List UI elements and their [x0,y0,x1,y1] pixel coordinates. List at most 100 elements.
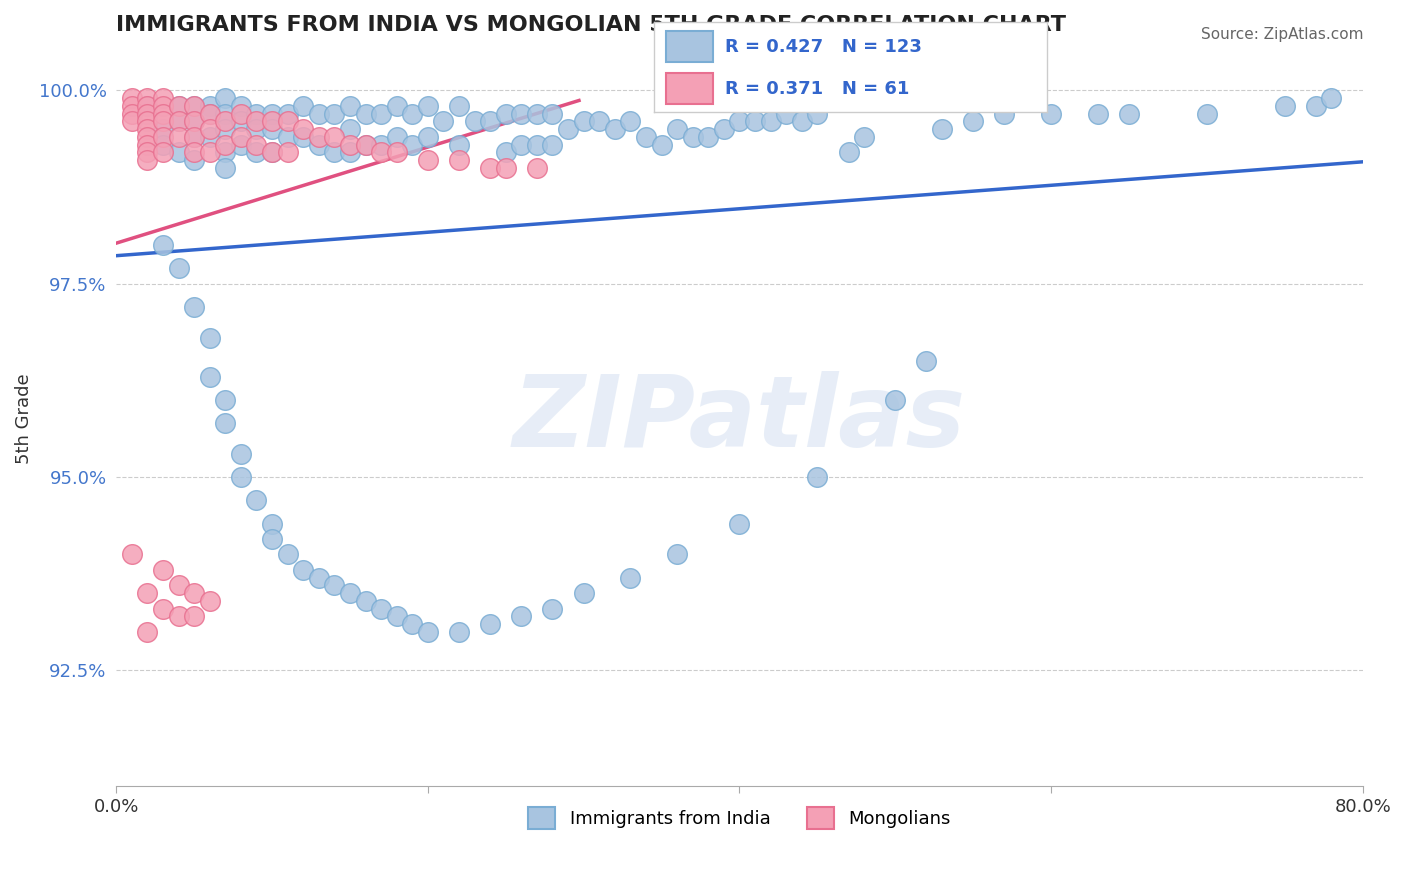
Immigrants from India [962,114,984,128]
Text: Source: ZipAtlas.com: Source: ZipAtlas.com [1201,27,1364,42]
Text: R = 0.427   N = 123: R = 0.427 N = 123 [724,38,921,56]
Immigrants from India [323,145,346,160]
FancyBboxPatch shape [665,73,713,104]
Immigrants from India [634,129,657,144]
Immigrants from India [245,106,267,120]
Immigrants from India [510,609,533,624]
Immigrants from India [308,137,330,152]
Immigrants from India [1305,99,1327,113]
Immigrants from India [495,145,517,160]
Mongolians [152,91,174,105]
Mongolians [136,137,159,152]
Immigrants from India [198,129,221,144]
Mongolians [308,129,330,144]
Immigrants from India [339,99,361,113]
Immigrants from India [262,532,284,546]
Immigrants from India [1274,99,1296,113]
Immigrants from India [262,516,284,531]
Immigrants from India [713,122,735,136]
Mongolians [121,114,143,128]
Mongolians [339,137,361,152]
Immigrants from India [401,106,423,120]
Immigrants from India [666,122,689,136]
Immigrants from India [1040,106,1063,120]
Mongolians [354,137,377,152]
Mongolians [136,145,159,160]
Immigrants from India [464,114,486,128]
Immigrants from India [1087,106,1109,120]
Immigrants from India [354,137,377,152]
Immigrants from India [651,137,673,152]
Immigrants from India [308,106,330,120]
Immigrants from India [214,145,236,160]
Immigrants from India [510,137,533,152]
Mongolians [167,578,190,592]
Mongolians [245,114,267,128]
Immigrants from India [557,122,579,136]
Mongolians [136,129,159,144]
Immigrants from India [167,114,190,128]
Immigrants from India [510,106,533,120]
Mongolians [121,106,143,120]
Immigrants from India [526,137,548,152]
Mongolians [152,145,174,160]
Mongolians [152,601,174,615]
Text: IMMIGRANTS FROM INDIA VS MONGOLIAN 5TH GRADE CORRELATION CHART: IMMIGRANTS FROM INDIA VS MONGOLIAN 5TH G… [117,15,1066,35]
Mongolians [277,114,299,128]
Immigrants from India [292,99,315,113]
Immigrants from India [697,129,720,144]
Mongolians [121,91,143,105]
Mongolians [183,99,205,113]
Immigrants from India [214,161,236,175]
Immigrants from India [152,122,174,136]
Immigrants from India [416,99,439,113]
Mongolians [183,586,205,600]
Mongolians [152,106,174,120]
Immigrants from India [229,114,252,128]
Immigrants from India [666,548,689,562]
Mongolians [152,563,174,577]
Mongolians [136,586,159,600]
Mongolians [152,114,174,128]
Immigrants from India [1118,106,1140,120]
Immigrants from India [495,106,517,120]
Immigrants from India [198,106,221,120]
Immigrants from India [401,137,423,152]
Immigrants from India [183,153,205,167]
Text: R = 0.371   N = 61: R = 0.371 N = 61 [724,80,910,98]
Immigrants from India [572,114,595,128]
Immigrants from India [245,145,267,160]
Immigrants from India [806,106,828,120]
Immigrants from India [479,114,502,128]
Immigrants from India [229,447,252,461]
Text: ZIPatlas: ZIPatlas [513,371,966,467]
Immigrants from India [152,238,174,252]
FancyBboxPatch shape [665,31,713,62]
Immigrants from India [447,99,470,113]
Immigrants from India [183,114,205,128]
Legend: Immigrants from India, Mongolians: Immigrants from India, Mongolians [522,800,957,836]
Mongolians [495,161,517,175]
Immigrants from India [339,122,361,136]
Immigrants from India [541,137,564,152]
Immigrants from India [198,369,221,384]
Mongolians [136,106,159,120]
Mongolians [262,145,284,160]
Immigrants from India [354,106,377,120]
Mongolians [136,153,159,167]
Mongolians [136,91,159,105]
Immigrants from India [884,392,907,407]
Mongolians [136,122,159,136]
Mongolians [136,114,159,128]
Immigrants from India [806,470,828,484]
Immigrants from India [167,261,190,276]
Immigrants from India [339,586,361,600]
Y-axis label: 5th Grade: 5th Grade [15,374,32,465]
Mongolians [136,99,159,113]
Immigrants from India [728,516,751,531]
Mongolians [167,114,190,128]
Mongolians [183,114,205,128]
Immigrants from India [136,99,159,113]
Immigrants from India [837,145,859,160]
Immigrants from India [198,99,221,113]
